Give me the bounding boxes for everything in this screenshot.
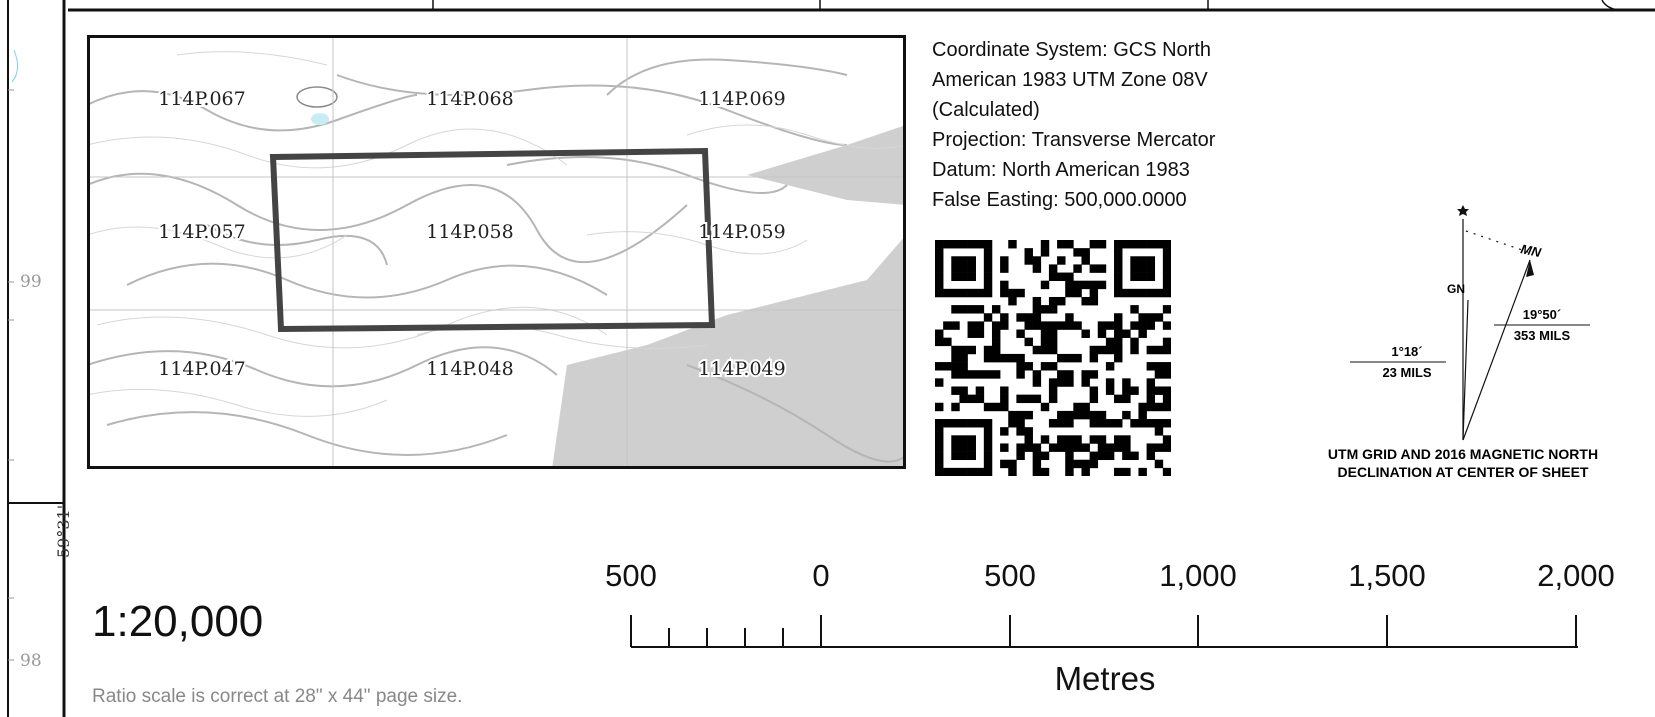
scale-ratio: 1:20,000 <box>92 597 264 646</box>
sheet-label-114P.068: 114P.068 <box>426 88 514 110</box>
magnetic-north-line <box>1462 259 1531 441</box>
scale-tick-label: 1,000 <box>1159 558 1237 593</box>
coord-line: False Easting: 500,000.0000 <box>932 189 1187 211</box>
magnetic-declination-angle: 19°50´ <box>1523 307 1561 322</box>
scale-tick-label: 0 <box>812 558 830 593</box>
magnetic-north-arrow-icon <box>1526 260 1534 277</box>
declination-diagram: GN MN 1°18´ 23 MILS 19°50´ 353 MILS UTM … <box>1328 205 1598 480</box>
contour-lines <box>86 58 907 463</box>
scale-tick-label: 2,000 <box>1537 558 1615 593</box>
left-margin-frame <box>7 0 66 717</box>
outside-area-bottom <box>552 235 906 469</box>
current-sheet-outline <box>269 147 716 333</box>
declination-caption-line1: UTM GRID AND 2016 MAGNETIC NORTH <box>1328 446 1598 462</box>
outside-area-top <box>747 125 906 205</box>
coord-line: Datum: North American 1983 <box>932 159 1190 181</box>
scale-tick-label: 1,500 <box>1348 558 1426 593</box>
grid-declination-mils: 23 MILS <box>1382 365 1431 380</box>
sheet-label-114P.058: 114P.058 <box>426 221 514 243</box>
scale-unit-label: Metres <box>1054 660 1156 697</box>
grid-label-98: 98 <box>20 651 42 671</box>
coord-line: Coordinate System: GCS North <box>932 39 1211 61</box>
water-body <box>311 113 329 125</box>
scale-note: Ratio scale is correct at 28" x 44" page… <box>92 686 463 707</box>
grid-declination-angle: 1°18´ <box>1391 344 1422 359</box>
sheet-label-114P.047: 114P.047 <box>158 358 246 380</box>
declination-dotted-arc <box>1465 230 1529 253</box>
coordinate-system-info: Coordinate System: GCS North American 19… <box>932 35 1292 215</box>
scale-bar <box>630 615 1578 648</box>
sheet-label-114P.057: 114P.057 <box>158 221 246 243</box>
coord-line: American 1983 UTM Zone 08V <box>932 69 1208 91</box>
sheet-label-114P.067: 114P.067 <box>158 88 246 110</box>
sheet-label-114P.049: 114P.049 <box>698 358 786 380</box>
sheet-label-114P.059: 114P.059 <box>698 221 786 243</box>
scale-tick-label: 500 <box>984 558 1036 593</box>
grid-north-label: GN <box>1447 282 1465 296</box>
sheet-grid-lines <box>87 35 906 469</box>
coord-line: Projection: Transverse Mercator <box>932 129 1216 151</box>
sheet-index-map: 114P.067 114P.068 114P.069 114P.057 114P.058… <box>86 35 907 474</box>
qr-code-icon[interactable] <box>935 240 1171 476</box>
index-map-border <box>87 35 906 469</box>
declination-caption-line2: DECLINATION AT CENTER OF SHEET <box>1338 464 1589 480</box>
grid-north-line <box>1462 299 1469 441</box>
latitude-label: 59°31' <box>54 504 73 558</box>
sheet-label-114P.048: 114P.048 <box>426 358 514 380</box>
grid-label-99: 99 <box>20 272 42 292</box>
magnetic-north-label: MN <box>1519 241 1542 260</box>
lake-outline <box>296 86 338 108</box>
scale-tick-label: 500 <box>605 558 657 593</box>
index-map-canvas: 114P.067 114P.068 114P.069 114P.057 114P.058… <box>86 35 907 469</box>
sheet-label-114P.069: 114P.069 <box>698 88 786 110</box>
magnetic-declination-mils: 353 MILS <box>1514 328 1571 343</box>
sheet-labels: 114P.067 114P.068 114P.069 114P.057 114P.058… <box>156 86 788 382</box>
top-frame-strip <box>68 0 1655 12</box>
true-north-star-icon <box>1457 205 1469 216</box>
coord-line: (Calculated) <box>932 99 1040 121</box>
